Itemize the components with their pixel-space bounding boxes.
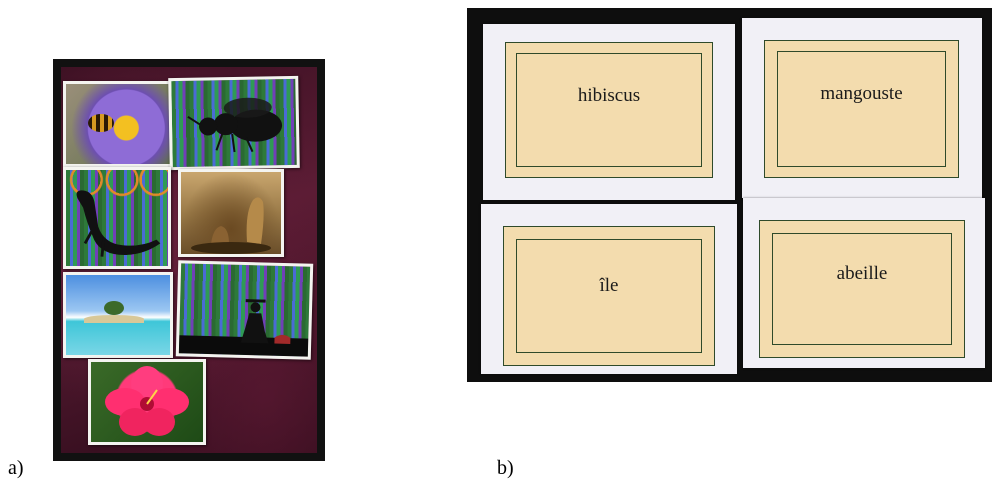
word-card-4: abeille bbox=[743, 198, 985, 368]
word-card-3: île bbox=[481, 204, 737, 374]
word-label: hibiscus bbox=[577, 85, 641, 106]
word-card-2: mangouste bbox=[742, 18, 982, 198]
lizard-silhouette-icon bbox=[76, 190, 161, 257]
person-silhouette-icon bbox=[240, 299, 291, 344]
velvet-background bbox=[61, 67, 317, 453]
card-person-silhouette bbox=[175, 260, 314, 360]
caption-b: b) bbox=[497, 457, 514, 479]
bee-silhouette-icon bbox=[187, 97, 283, 153]
card-bee-on-flower-photo bbox=[63, 81, 173, 167]
hibiscus-flower-icon bbox=[105, 366, 189, 436]
photo-a-picture-cards bbox=[53, 59, 325, 461]
island-icon bbox=[84, 315, 144, 323]
palm-tree-icon bbox=[104, 301, 124, 315]
card-lizard-silhouette bbox=[63, 167, 171, 269]
word-card-1: hibiscus bbox=[483, 24, 735, 200]
word-label: île bbox=[599, 275, 619, 296]
card-hibiscus-photo bbox=[88, 359, 206, 445]
caption-a: a) bbox=[8, 457, 24, 479]
mongoose-icon bbox=[191, 197, 271, 254]
word-label: abeille bbox=[836, 263, 888, 284]
bee-icon bbox=[88, 114, 114, 132]
card-bee-silhouette bbox=[168, 75, 300, 171]
word-label: mangouste bbox=[820, 83, 903, 104]
card-island-photo bbox=[63, 272, 173, 358]
card-mongoose-photo bbox=[178, 169, 284, 257]
photo-b-word-cards: hibiscus mangouste île abeille bbox=[467, 8, 992, 382]
